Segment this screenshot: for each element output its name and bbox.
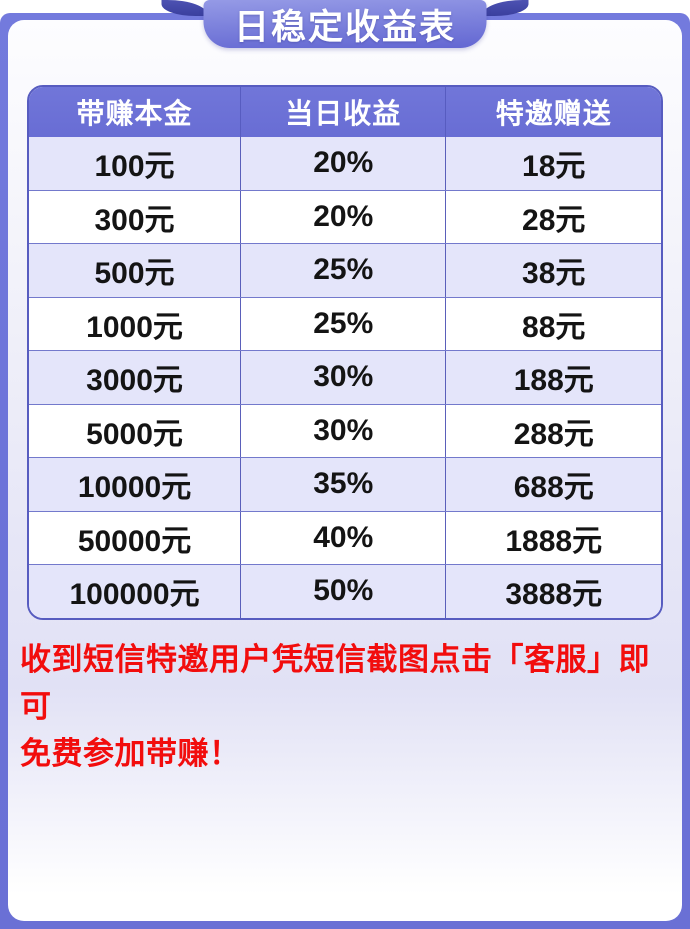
table-row: 100元 20% 18元 xyxy=(29,137,661,190)
table-row: 10000元 35% 688元 xyxy=(29,457,661,511)
cell-daily-return: 50% xyxy=(240,565,445,618)
header-invite-bonus: 特邀赠送 xyxy=(445,87,661,137)
cell-daily-return: 30% xyxy=(240,404,445,457)
cell-daily-return: 25% xyxy=(240,244,445,297)
cell-invite-bonus: 188元 xyxy=(445,351,661,404)
cell-invite-bonus: 28元 xyxy=(445,190,661,243)
cell-invite-bonus: 1888元 xyxy=(445,511,661,564)
sms-invite-notice: 收到短信特邀用户凭短信截图点击「客服」即可 免费参加带赚！ xyxy=(20,636,672,777)
cell-principal: 100000元 xyxy=(69,578,200,612)
table-row: 50000元 40% 1888元 xyxy=(29,510,661,564)
table-row: 1000元 25% 88元 xyxy=(29,296,661,350)
cell-daily-return: 30% xyxy=(240,351,445,404)
cell-daily-return: 20% xyxy=(240,190,445,243)
notice-line: 收到短信特邀用户凭短信截图点击「客服」即可 xyxy=(20,642,650,724)
title-ribbon: 日稳定收益表 xyxy=(203,0,487,48)
page-title: 日稳定收益表 xyxy=(233,7,456,47)
header-daily-return: 当日收益 xyxy=(240,87,445,137)
table-body: 100元 20% 18元 300元 20% 28元 500元 25% 38元 1… xyxy=(29,137,661,618)
cell-principal: 1000元 xyxy=(86,310,183,344)
cell-invite-bonus: 38元 xyxy=(445,244,661,297)
cell-principal: 50000元 xyxy=(77,524,192,558)
cell-principal: 3000元 xyxy=(86,364,183,398)
cell-principal: 10000元 xyxy=(77,471,192,505)
cell-daily-return: 40% xyxy=(240,511,445,564)
table-row: 500元 25% 38元 xyxy=(29,243,661,297)
header-principal: 带赚本金 xyxy=(76,98,193,129)
notice-line: 免费参加带赚！ xyxy=(20,736,241,771)
cell-daily-return: 20% xyxy=(240,137,445,190)
cell-daily-return: 35% xyxy=(240,458,445,511)
cell-invite-bonus: 688元 xyxy=(445,458,661,511)
table-row: 300元 20% 28元 xyxy=(29,189,661,243)
ribbon-fold-right xyxy=(482,0,529,16)
cell-invite-bonus: 88元 xyxy=(445,297,661,350)
title-banner: 日稳定收益表 xyxy=(161,0,529,48)
income-table: 带赚本金 当日收益 特邀赠送 100元 20% 18元 300元 20% 28元… xyxy=(27,85,663,620)
cell-principal: 500元 xyxy=(94,257,175,291)
table-row: 100000元 50% 3888元 xyxy=(29,564,661,618)
cell-principal: 5000元 xyxy=(86,417,183,451)
cell-invite-bonus: 18元 xyxy=(445,137,661,190)
table-row: 3000元 30% 188元 xyxy=(29,350,661,404)
cell-daily-return: 25% xyxy=(240,297,445,350)
table-header-row: 带赚本金 当日收益 特邀赠送 xyxy=(29,87,661,137)
cell-principal: 300元 xyxy=(94,203,175,237)
cell-invite-bonus: 3888元 xyxy=(445,565,661,618)
table-row: 5000元 30% 288元 xyxy=(29,403,661,457)
cell-invite-bonus: 288元 xyxy=(445,404,661,457)
cell-principal: 100元 xyxy=(94,150,175,184)
ribbon-fold-left xyxy=(161,0,208,16)
